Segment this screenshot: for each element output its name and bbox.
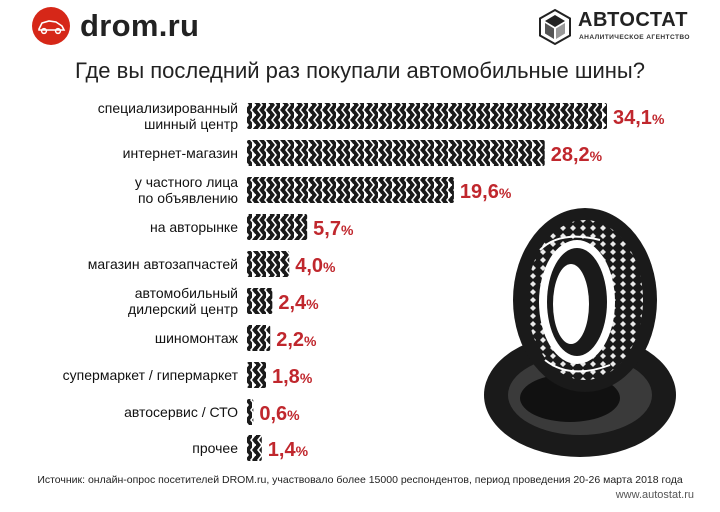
autostat-logo-text: АВТОСТАТ [578,9,688,31]
category-label: автомобильный дилерский центр [128,285,238,317]
drom-car-icon [32,7,70,45]
header: drom.ru АВТОСТАТ АНАЛИТИЧЕСКОЕ АГЕНТСТВО [0,0,720,56]
value-label: 28,2% [551,144,603,166]
value-label: 19,6% [460,181,512,203]
category-label: интернет-магазин [123,145,238,161]
autostat-logo[interactable]: АВТОСТАТ АНАЛИТИЧЕСКОЕ АГЕНТСТВО [536,6,696,50]
hexagon-cube-icon [539,8,571,46]
value-label: 1,8% [272,366,313,388]
value-label: 0,6% [259,403,300,425]
category-label: шиномонтаж [155,330,239,346]
bar [247,140,545,166]
category-label: супермаркет / гипермаркет [63,367,239,383]
value-label: 1,4% [268,439,309,461]
bar [247,399,254,425]
source-note: Источник: онлайн-опрос посетителей DROM.… [37,474,683,486]
site-url[interactable]: www.autostat.ru [615,489,694,501]
bar [247,177,454,203]
category-label: прочее [192,440,238,456]
value-label: 2,2% [276,329,317,351]
category-label: у частного лица по объявлению [135,174,238,206]
bars-group [247,103,607,461]
category-label: магазин автозапчастей [88,256,238,272]
value-label: 34,1% [613,107,665,129]
value-labels: 34,1% 28,2% 19,6% 5,7% 4,0% 2,4% 2,2% 1,8% 0,6% 1… [259,107,665,461]
drom-logo[interactable]: drom.ru [32,6,199,46]
bar [247,103,607,129]
value-label: 2,4% [278,292,319,314]
category-label: автосервис / СТО [124,404,238,420]
category-label: специализированный шинный центр [98,100,238,132]
chart-title: Где вы последний раз покупали автомобиль… [75,58,645,83]
value-label: 4,0% [295,255,336,277]
tire-illustration [484,208,676,457]
value-label: 5,7% [313,218,354,240]
category-label: на авторынке [150,219,238,235]
bar [247,362,267,388]
autostat-tagline: АНАЛИТИЧЕСКОЕ АГЕНТСТВО [579,34,690,41]
category-labels: специализированный шинный центр интернет-м… [63,100,239,456]
drom-logo-text: drom.ru [80,8,200,43]
bar [247,214,308,240]
bar [247,325,271,351]
bar [247,251,290,277]
bar [247,288,273,314]
bar [247,435,262,461]
